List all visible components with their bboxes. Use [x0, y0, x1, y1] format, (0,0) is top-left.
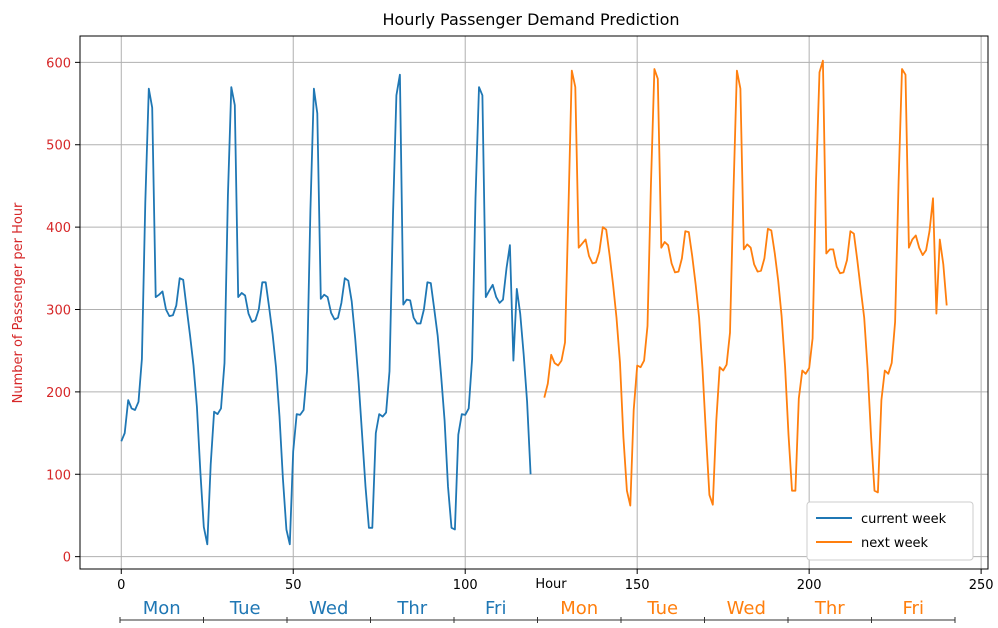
chart-title: Hourly Passenger Demand Prediction — [382, 10, 679, 29]
y-tick-label: 300 — [46, 304, 71, 319]
y-tick-label: 100 — [46, 468, 71, 483]
day-label: Fri — [485, 598, 506, 619]
day-label: Tue — [229, 598, 261, 619]
series-line-next-week — [543, 59, 948, 507]
x-tick-label: 200 — [797, 578, 822, 593]
y-tick-label: 0 — [63, 551, 71, 566]
series-lines — [120, 59, 948, 546]
y-tick-label: 600 — [46, 56, 71, 71]
x-tick-label: 50 — [285, 578, 302, 593]
day-label: Fri — [903, 598, 924, 619]
x-tick-label: 250 — [969, 578, 994, 593]
series-line-current-week — [120, 73, 532, 546]
day-label: Tue — [646, 598, 678, 619]
ticks: 0 50 100 150 200 250 0 100 200 300 400 500 600 — [46, 56, 993, 593]
day-labels: Mon Tue Wed Thr Fri Mon Tue Wed Thr Fri — [119, 598, 956, 623]
legend: current week next week — [806, 501, 974, 561]
x-tick-label: 150 — [625, 578, 650, 593]
legend-label-current-week: current week — [861, 512, 947, 527]
y-axis-label: Number of Passenger per Hour — [11, 202, 26, 403]
y-tick-label: 500 — [46, 139, 71, 154]
legend-box — [806, 501, 974, 561]
day-label: Wed — [727, 598, 766, 619]
y-tick-label: 200 — [46, 386, 71, 401]
y-tick-label: 400 — [46, 221, 71, 236]
x-tick-label: 0 — [117, 578, 125, 593]
day-label: Mon — [560, 598, 598, 619]
day-label: Wed — [309, 598, 348, 619]
x-tick-label: 100 — [453, 578, 478, 593]
day-label: Mon — [143, 598, 181, 619]
day-label: Thr — [396, 598, 427, 619]
day-label: Thr — [814, 598, 845, 619]
legend-label-next-week: next week — [861, 536, 929, 551]
plot-frame — [79, 35, 989, 570]
x-axis-label: Hour — [535, 577, 567, 592]
